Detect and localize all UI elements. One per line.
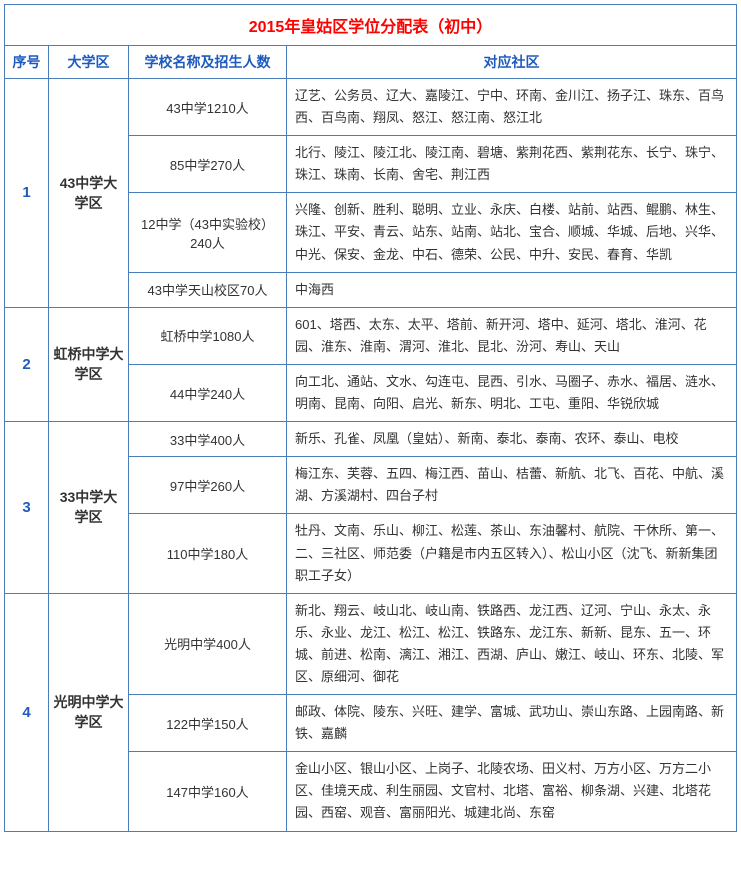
- community-cell: 邮政、体院、陵东、兴旺、建学、富城、武功山、崇山东路、上园南路、新铁、嘉麟: [287, 695, 737, 752]
- district-cell: 光明中学大学区: [49, 593, 129, 831]
- community-cell: 梅江东、芙蓉、五四、梅江西、苗山、桔蕾、新航、北飞、百花、中航、溪湖、方溪湖村、…: [287, 457, 737, 514]
- school-cell: 12中学（43中实验校）240人: [129, 193, 287, 272]
- community-cell: 向工北、通站、文水、勾连屯、昆西、引水、马圈子、赤水、福居、涟水、明南、昆南、向…: [287, 364, 737, 421]
- school-cell: 虹桥中学1080人: [129, 307, 287, 364]
- table-row: 2虹桥中学大学区虹桥中学1080人601、塔西、太东、太平、塔前、新开河、塔中、…: [5, 307, 737, 364]
- header-district: 大学区: [49, 46, 129, 79]
- table-row: 4光明中学大学区光明中学400人新北、翔云、岐山北、岐山南、铁路西、龙江西、辽河…: [5, 593, 737, 694]
- school-cell: 43中学1210人: [129, 79, 287, 136]
- title-row: 2015年皇姑区学位分配表（初中）: [5, 5, 737, 46]
- school-cell: 110中学180人: [129, 514, 287, 593]
- header-seq: 序号: [5, 46, 49, 79]
- seq-cell: 4: [5, 593, 49, 831]
- school-cell: 光明中学400人: [129, 593, 287, 694]
- seq-cell: 2: [5, 307, 49, 421]
- community-cell: 北行、陵江、陵江北、陵江南、碧塘、紫荆花西、紫荆花东、长宁、珠宁、珠江、珠南、长…: [287, 136, 737, 193]
- school-cell: 33中学400人: [129, 422, 287, 457]
- header-row: 序号 大学区 学校名称及招生人数 对应社区: [5, 46, 737, 79]
- allocation-table: 2015年皇姑区学位分配表（初中） 序号 大学区 学校名称及招生人数 对应社区 …: [4, 4, 737, 832]
- community-cell: 金山小区、银山小区、上岗子、北陵农场、田义村、万方小区、万方二小区、佳境天成、利…: [287, 752, 737, 831]
- community-cell: 中海西: [287, 272, 737, 307]
- table-row: 333中学大学区33中学400人新乐、孔雀、凤凰（皇姑）、新南、泰北、泰南、农环…: [5, 422, 737, 457]
- table-row: 143中学大学区43中学1210人辽艺、公务员、辽大、嘉陵江、宁中、环南、金川江…: [5, 79, 737, 136]
- school-cell: 44中学240人: [129, 364, 287, 421]
- table-title: 2015年皇姑区学位分配表（初中）: [5, 5, 737, 46]
- community-cell: 辽艺、公务员、辽大、嘉陵江、宁中、环南、金川江、扬子江、珠东、百鸟西、百鸟南、翔…: [287, 79, 737, 136]
- community-cell: 601、塔西、太东、太平、塔前、新开河、塔中、延河、塔北、淮河、花园、淮东、淮南…: [287, 307, 737, 364]
- community-cell: 牡丹、文南、乐山、柳江、松莲、茶山、东油馨村、航院、干休所、第一、二、三社区、师…: [287, 514, 737, 593]
- community-cell: 兴隆、创新、胜利、聪明、立业、永庆、白楼、站前、站西、鲲鹏、林生、珠江、平安、青…: [287, 193, 737, 272]
- community-cell: 新北、翔云、岐山北、岐山南、铁路西、龙江西、辽河、宁山、永太、永乐、永业、龙江、…: [287, 593, 737, 694]
- district-cell: 33中学大学区: [49, 422, 129, 594]
- school-cell: 43中学天山校区70人: [129, 272, 287, 307]
- school-cell: 85中学270人: [129, 136, 287, 193]
- header-school: 学校名称及招生人数: [129, 46, 287, 79]
- seq-cell: 1: [5, 79, 49, 308]
- school-cell: 147中学160人: [129, 752, 287, 831]
- seq-cell: 3: [5, 422, 49, 594]
- district-cell: 43中学大学区: [49, 79, 129, 308]
- community-cell: 新乐、孔雀、凤凰（皇姑）、新南、泰北、泰南、农环、泰山、电校: [287, 422, 737, 457]
- header-community: 对应社区: [287, 46, 737, 79]
- district-cell: 虹桥中学大学区: [49, 307, 129, 421]
- school-cell: 97中学260人: [129, 457, 287, 514]
- school-cell: 122中学150人: [129, 695, 287, 752]
